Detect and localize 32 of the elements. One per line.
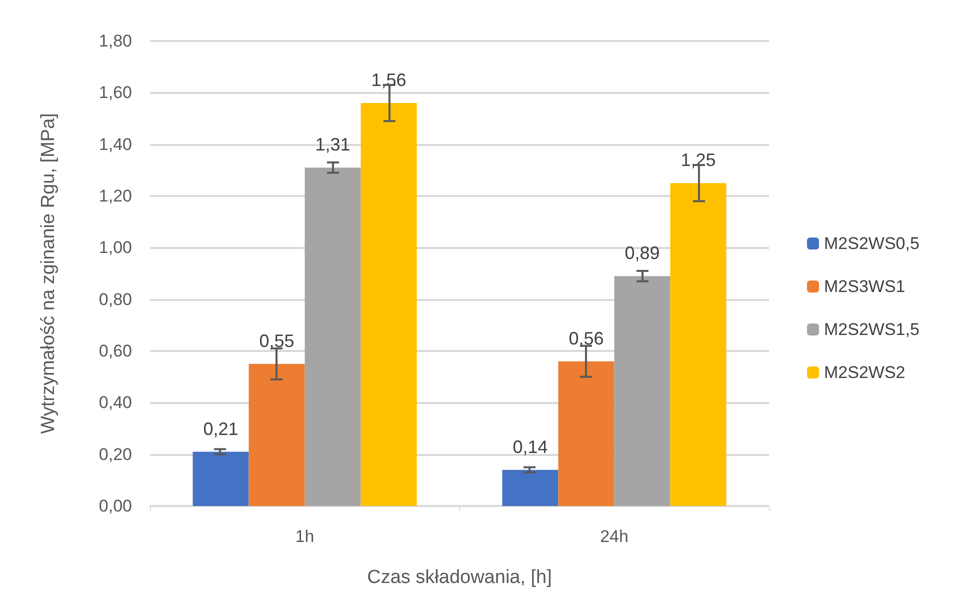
legend-label: M2S3WS1 (824, 277, 906, 296)
y-tick-label: 1,60 (98, 83, 132, 102)
bar (360, 103, 417, 506)
legend-label: M2S2WS2 (824, 363, 906, 382)
data-label: 0,14 (512, 436, 548, 457)
bar (248, 364, 305, 506)
y-tick-label: 1,80 (98, 32, 132, 50)
y-tick-label: 0,40 (98, 393, 132, 412)
legend-label: M2S2WS0,5 (824, 234, 920, 253)
y-tick-label: 1,20 (98, 186, 132, 206)
bar (558, 361, 614, 506)
y-tick-label: 0,60 (98, 342, 132, 360)
y-axis-title: Wytrzymałość na zginanie Rgu, [MPa] (38, 113, 59, 434)
y-tick-label: 0,20 (98, 444, 132, 464)
bar (614, 276, 670, 506)
bar (192, 452, 249, 506)
y-tick-label: 0,00 (98, 496, 132, 516)
y-tick-label: 0,80 (98, 290, 132, 309)
data-label: 0,21 (203, 418, 238, 439)
data-label: 0,55 (259, 330, 294, 351)
x-tick-label: 24h (600, 527, 628, 546)
y-tick-label: 1,00 (98, 238, 132, 258)
bar (502, 470, 558, 506)
y-tick-label: 1,40 (98, 134, 132, 154)
data-label: 0,56 (568, 328, 604, 348)
x-axis-title: Czas składowania, [h] (367, 567, 552, 588)
legend-label: M2S2WS1,5 (824, 320, 920, 339)
data-label: 0,89 (624, 243, 660, 264)
bar (670, 183, 726, 506)
bar (304, 168, 361, 506)
data-label: 1,31 (315, 134, 350, 155)
x-tick-label: 1h (295, 527, 314, 546)
